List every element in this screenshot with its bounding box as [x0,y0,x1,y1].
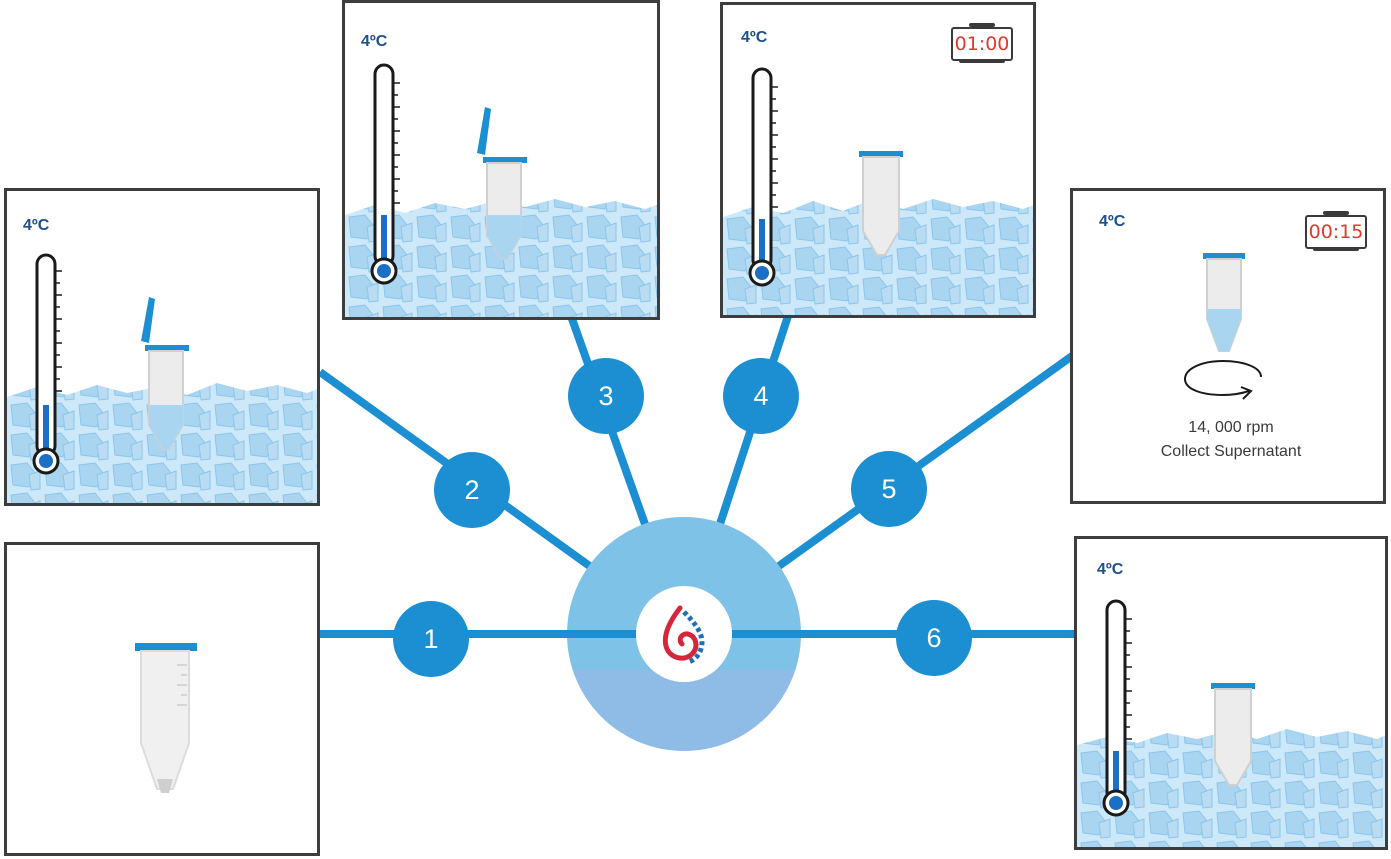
thermometer-icon [1102,599,1132,817]
ice-bath-scene [345,63,657,317]
ice-cubes [1077,729,1385,847]
rotation-arrow-icon [1183,359,1262,400]
timer-readout: 00:15 [1308,221,1364,243]
step-panel-1 [4,542,320,856]
ice-bath-scene [723,67,1033,315]
open-tube-icon [141,297,189,450]
timer-readout: 01:00 [954,33,1010,55]
thermometer-icon [370,63,400,285]
centrifuge-scene [1183,253,1262,400]
closed-tube-icon [1211,683,1255,786]
temperature-label: 4ºC [1097,561,1124,578]
ice-bath-scene [7,253,317,503]
step-panel-2: 4ºC [4,188,320,506]
step-panel-6: 4ºC [1074,536,1388,850]
timer-icon: 00:15 [1305,211,1367,255]
step-panel-4: 4ºC 01:00 [720,2,1036,318]
temperature-label: 4ºC [1099,213,1126,230]
ice-bath-scene [1077,599,1385,847]
ice-cubes [723,199,1033,315]
step-badge-1: 1 [393,601,469,677]
temperature-label: 4ºC [741,29,768,46]
thermometer-icon [748,67,778,287]
thermometer-icon [32,253,62,475]
step-badge-2: 2 [434,452,510,528]
closed-tube-icon [859,151,903,256]
step-panel-3: 4ºC [342,0,660,320]
drop-logo-icon [636,586,732,682]
step-badge-5: 5 [851,451,927,527]
step-badge-3: 3 [568,358,644,434]
centrifuge-speed: 14, 000 rpm [1188,419,1274,436]
timer-icon: 01:00 [951,23,1013,67]
temperature-label: 4ºC [23,217,50,234]
step-panel-5: 4ºC 00:15 14, 000 rpm Collect Supernatan… [1070,188,1386,504]
temperature-label: 4ºC [361,33,388,50]
open-tube-icon [477,107,527,260]
microcentrifuge-tube-icon [135,643,197,793]
step-badge-6: 6 [896,600,972,676]
tube-icon [1203,253,1245,352]
step-badge-4: 4 [723,358,799,434]
centrifuge-instruction: Collect Supernatant [1160,443,1302,460]
